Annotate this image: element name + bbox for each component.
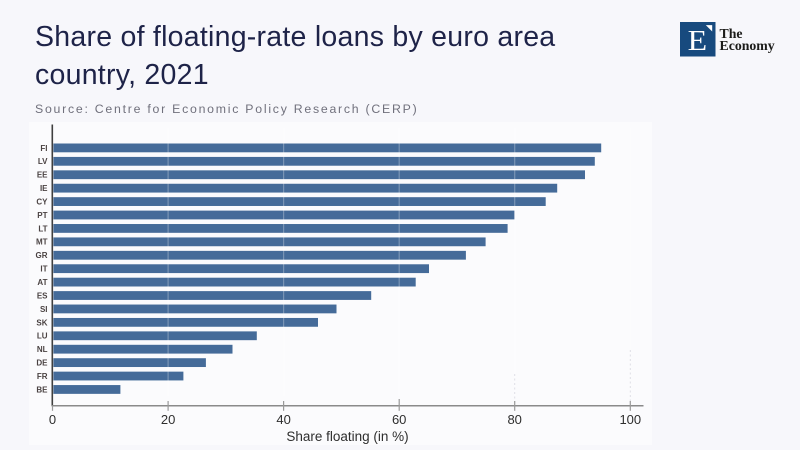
svg-text:BE: BE bbox=[36, 385, 48, 394]
svg-text:SI: SI bbox=[40, 305, 48, 314]
svg-text:LT: LT bbox=[38, 224, 47, 233]
svg-text:80: 80 bbox=[507, 412, 521, 427]
svg-text:LU: LU bbox=[37, 332, 48, 341]
svg-text:DE: DE bbox=[36, 359, 48, 368]
svg-text:AT: AT bbox=[37, 278, 47, 287]
svg-text:NL: NL bbox=[37, 345, 48, 354]
svg-text:PT: PT bbox=[37, 211, 47, 220]
svg-text:IT: IT bbox=[40, 265, 47, 274]
svg-text:FI: FI bbox=[40, 144, 47, 153]
svg-text:ES: ES bbox=[37, 291, 48, 300]
svg-text:100: 100 bbox=[619, 412, 641, 427]
svg-text:GR: GR bbox=[36, 251, 48, 260]
svg-text:LV: LV bbox=[38, 157, 48, 166]
svg-text:Share floating (in %): Share floating (in %) bbox=[286, 429, 408, 444]
svg-text:CY: CY bbox=[36, 198, 48, 207]
svg-text:E: E bbox=[688, 26, 708, 57]
svg-text:FR: FR bbox=[37, 372, 48, 381]
svg-text:20: 20 bbox=[161, 412, 175, 427]
svg-text:EE: EE bbox=[37, 171, 48, 180]
svg-text:40: 40 bbox=[276, 412, 290, 427]
svg-text:0: 0 bbox=[49, 412, 56, 427]
svg-text:IE: IE bbox=[40, 184, 48, 193]
svg-text:MT: MT bbox=[36, 238, 48, 247]
svg-text:SK: SK bbox=[36, 318, 47, 327]
svg-text:60: 60 bbox=[392, 412, 406, 427]
